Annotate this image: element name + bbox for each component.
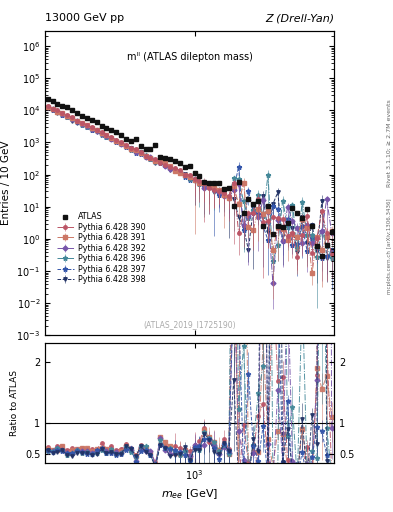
Y-axis label: Entries / 10 GeV: Entries / 10 GeV — [1, 141, 11, 225]
Text: mcplots.cern.ch [arXiv:1306.3436]: mcplots.cern.ch [arXiv:1306.3436] — [387, 198, 392, 293]
Text: (ATLAS_2019_I1725190): (ATLAS_2019_I1725190) — [143, 321, 236, 329]
Y-axis label: Ratio to ATLAS: Ratio to ATLAS — [10, 370, 19, 436]
Text: Z (Drell-Yan): Z (Drell-Yan) — [265, 13, 334, 23]
X-axis label: $m_{ee}$ [GeV]: $m_{ee}$ [GeV] — [161, 487, 218, 501]
Text: mˡˡ (ATLAS dilepton mass): mˡˡ (ATLAS dilepton mass) — [127, 52, 253, 62]
Text: 13000 GeV pp: 13000 GeV pp — [45, 13, 124, 23]
Text: Rivet 3.1.10; ≥ 2.7M events: Rivet 3.1.10; ≥ 2.7M events — [387, 99, 392, 187]
Legend: ATLAS, Pythia 6.428 390, Pythia 6.428 391, Pythia 6.428 392, Pythia 6.428 396, P: ATLAS, Pythia 6.428 390, Pythia 6.428 39… — [55, 211, 147, 286]
